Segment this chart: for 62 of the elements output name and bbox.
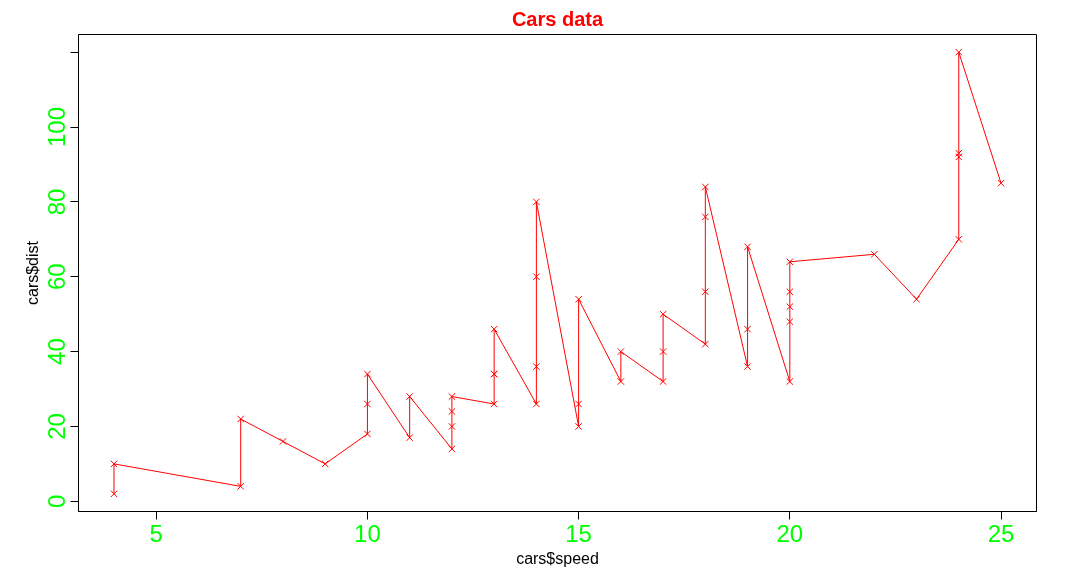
point: [363, 430, 372, 438]
point: [363, 400, 372, 408]
point: [532, 362, 541, 371]
point: [490, 325, 498, 333]
chart-title: Cars data: [511, 7, 604, 30]
point: [321, 460, 329, 468]
point: [279, 437, 287, 446]
point: [955, 149, 963, 157]
point: [659, 310, 667, 318]
y-tick-label: 60: [43, 263, 71, 291]
point: [955, 48, 963, 56]
x-tick-label: 10: [354, 519, 381, 547]
point: [743, 325, 752, 333]
point: [659, 377, 667, 386]
point: [701, 288, 710, 296]
y-axis-title: cars$dist: [23, 240, 41, 306]
point: [237, 415, 245, 423]
point: [659, 347, 667, 356]
point: [574, 400, 583, 408]
point: [490, 400, 498, 408]
point: [405, 392, 414, 401]
point: [448, 392, 456, 401]
y-tick-label: 80: [43, 188, 71, 216]
point: [701, 340, 710, 348]
point: [701, 213, 710, 221]
point: [405, 434, 414, 442]
y-tick-label: 0: [43, 494, 71, 508]
point: [110, 460, 118, 468]
x-tick-label: 20: [776, 519, 804, 547]
point: [617, 377, 625, 386]
point: [363, 370, 372, 378]
point: [955, 153, 963, 161]
point: [955, 235, 963, 243]
point: [532, 273, 541, 281]
point: [574, 295, 583, 303]
point: [110, 490, 118, 498]
point: [617, 347, 625, 356]
y-tick-label: 40: [43, 338, 71, 365]
point: [786, 303, 794, 311]
x-tick-label: 15: [565, 519, 592, 547]
point: [743, 362, 752, 371]
point: [743, 243, 752, 251]
point: [448, 422, 456, 431]
point: [701, 183, 710, 191]
point: [870, 250, 878, 258]
point: [912, 295, 921, 303]
point: [448, 407, 456, 416]
y-tick-label: 20: [43, 413, 71, 440]
point: [532, 400, 541, 408]
x-axis-title: cars$speed: [516, 549, 599, 567]
point: [786, 377, 794, 386]
point: [574, 422, 583, 431]
x-tick-label: 25: [987, 519, 1015, 547]
point: [237, 482, 245, 491]
point: [786, 317, 794, 326]
point: [997, 179, 1005, 187]
x-tick-label: 5: [149, 519, 163, 547]
point: [786, 288, 794, 296]
y-tick-label: 100: [43, 107, 71, 148]
point: [448, 445, 456, 453]
point: [786, 258, 794, 266]
point: [532, 198, 541, 206]
